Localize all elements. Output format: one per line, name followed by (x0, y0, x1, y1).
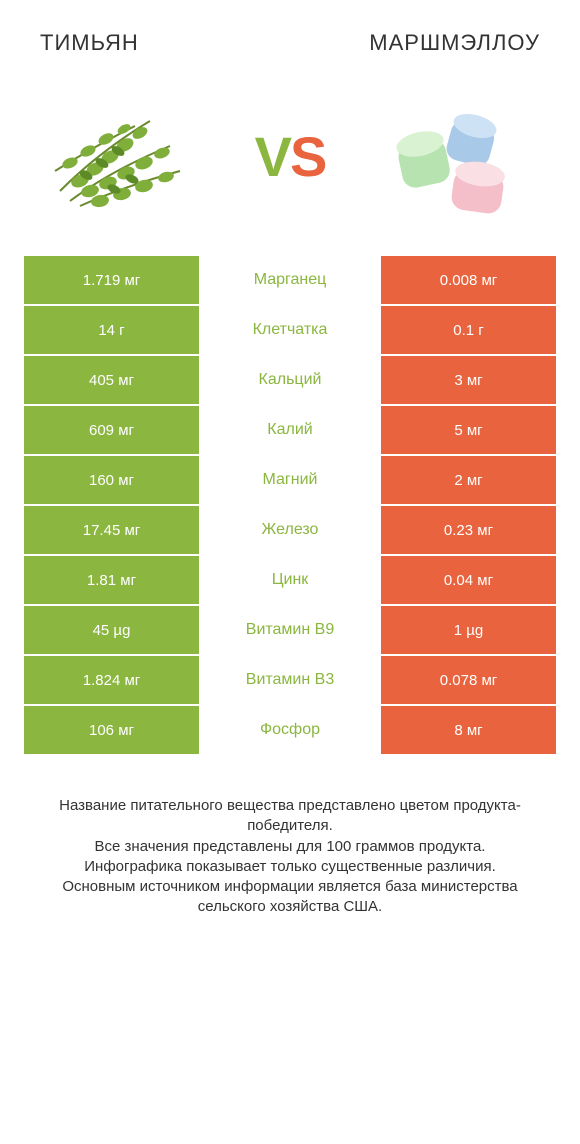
nutrient-label: Железо (199, 506, 381, 554)
footer-line-1: Название питательного вещества представл… (30, 796, 550, 837)
footer-line-4: Основным источником информации является … (30, 877, 550, 918)
thyme-image (40, 86, 200, 226)
right-value: 2 мг (381, 456, 556, 504)
left-value: 1.824 мг (24, 656, 199, 704)
comparison-table: 1.719 мгМарганец0.008 мг14 гКлетчатка0.1… (0, 256, 580, 756)
left-value: 45 µg (24, 606, 199, 654)
left-value: 106 мг (24, 706, 199, 754)
table-row: 405 мгКальций3 мг (24, 356, 556, 406)
left-product-title: ТИМЬЯН (40, 30, 139, 56)
right-value: 0.23 мг (381, 506, 556, 554)
right-value: 0.078 мг (381, 656, 556, 704)
table-row: 17.45 мгЖелезо0.23 мг (24, 506, 556, 556)
table-row: 14 гКлетчатка0.1 г (24, 306, 556, 356)
right-value: 8 мг (381, 706, 556, 754)
nutrient-label: Фосфор (199, 706, 381, 754)
left-value: 1.719 мг (24, 256, 199, 304)
table-row: 160 мгМагний2 мг (24, 456, 556, 506)
table-row: 45 µgВитамин B91 µg (24, 606, 556, 656)
left-value: 14 г (24, 306, 199, 354)
right-value: 3 мг (381, 356, 556, 404)
footer-line-3: Инфографика показывает только существенн… (30, 857, 550, 877)
nutrient-label: Кальций (199, 356, 381, 404)
nutrient-label: Клетчатка (199, 306, 381, 354)
left-value: 405 мг (24, 356, 199, 404)
nutrient-label: Магний (199, 456, 381, 504)
footer-line-2: Все значения представлены для 100 граммо… (30, 837, 550, 857)
vs-label: VS (255, 124, 326, 189)
right-value: 0.04 мг (381, 556, 556, 604)
left-value: 609 мг (24, 406, 199, 454)
thyme-icon (40, 91, 200, 221)
marshmallow-icon (380, 96, 540, 216)
left-value: 160 мг (24, 456, 199, 504)
table-row: 1.81 мгЦинк0.04 мг (24, 556, 556, 606)
right-value: 0.1 г (381, 306, 556, 354)
table-row: 1.824 мгВитамин B30.078 мг (24, 656, 556, 706)
table-row: 106 мгФосфор8 мг (24, 706, 556, 756)
right-value: 1 µg (381, 606, 556, 654)
right-value: 0.008 мг (381, 256, 556, 304)
nutrient-label: Витамин B9 (199, 606, 381, 654)
marshmallow-image (380, 86, 540, 226)
nutrient-label: Витамин B3 (199, 656, 381, 704)
left-value: 17.45 мг (24, 506, 199, 554)
table-row: 609 мгКалий5 мг (24, 406, 556, 456)
footer-notes: Название питательного вещества представл… (0, 756, 580, 918)
nutrient-label: Цинк (199, 556, 381, 604)
right-product-title: МАРШМЭЛЛОУ (369, 30, 540, 56)
table-row: 1.719 мгМарганец0.008 мг (24, 256, 556, 306)
nutrient-label: Калий (199, 406, 381, 454)
header: ТИМЬЯН МАРШМЭЛЛОУ (0, 0, 580, 66)
hero-row: VS (0, 66, 580, 256)
right-value: 5 мг (381, 406, 556, 454)
nutrient-label: Марганец (199, 256, 381, 304)
left-value: 1.81 мг (24, 556, 199, 604)
vs-v: V (255, 125, 290, 188)
vs-s: S (290, 125, 325, 188)
